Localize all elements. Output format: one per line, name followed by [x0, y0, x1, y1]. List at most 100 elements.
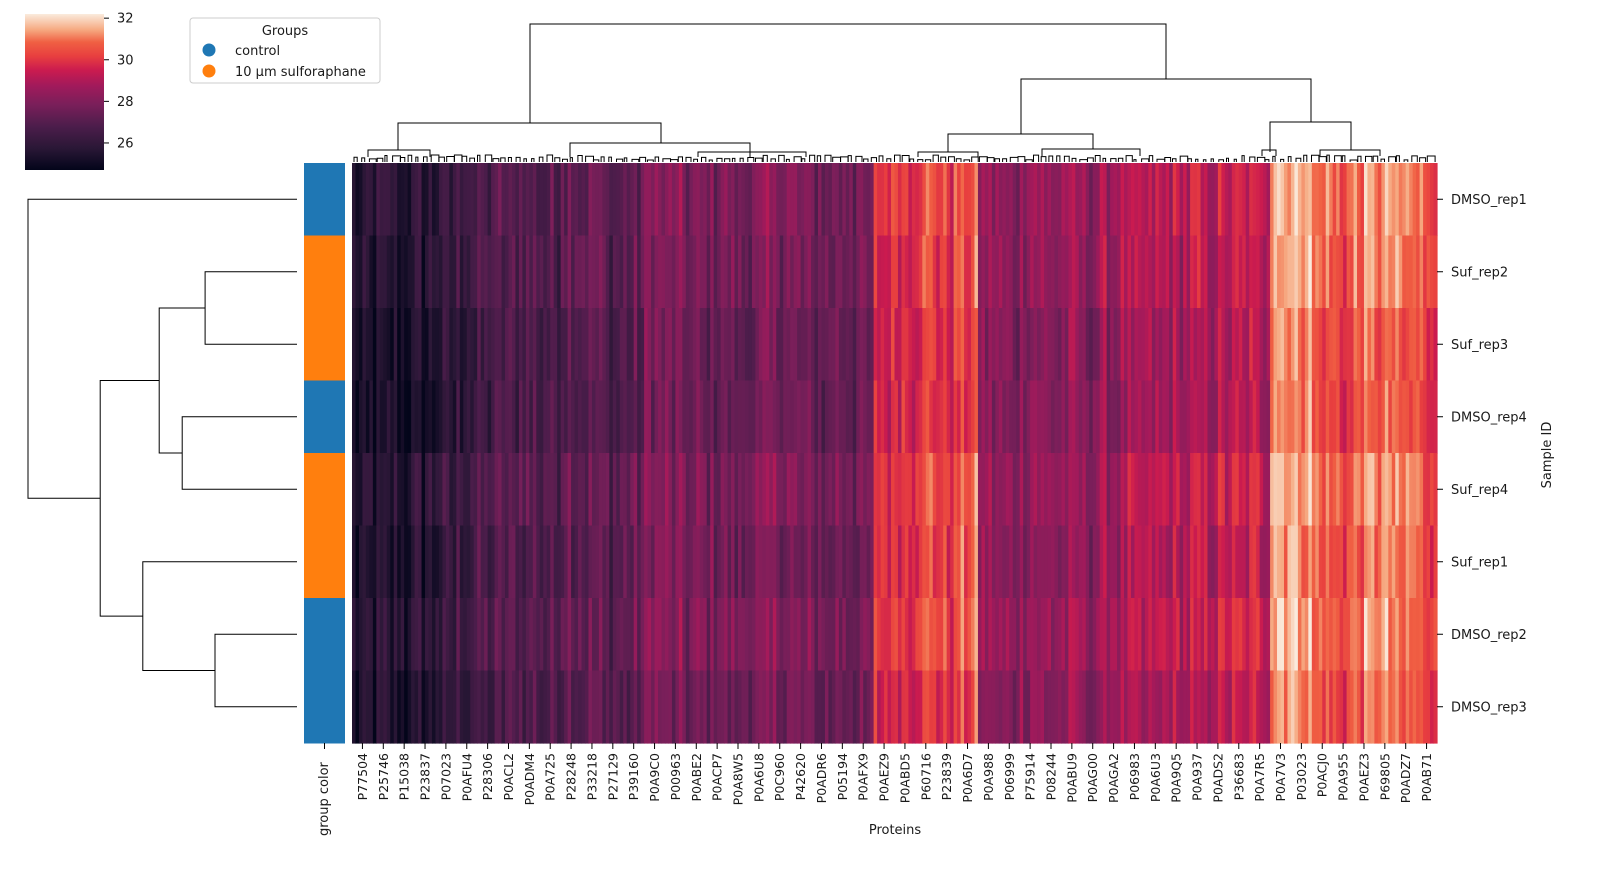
- heatmap-cell: [769, 670, 774, 744]
- heatmap-cell: [981, 163, 986, 237]
- heatmap-cell: [769, 598, 774, 672]
- heatmap-cell: [397, 453, 402, 527]
- heatmap-cell: [1207, 308, 1212, 382]
- heatmap-cell: [612, 670, 617, 744]
- heatmap-cell: [352, 235, 357, 309]
- col-dendro-leaf-link: [1195, 158, 1199, 162]
- heatmap-cell: [1395, 453, 1400, 527]
- heatmap-cell: [845, 670, 850, 744]
- heatmap-cell: [1377, 670, 1382, 744]
- heatmap-cell: [1357, 308, 1362, 382]
- col-dendro-right-b: [1269, 121, 1352, 152]
- heatmap-cell: [1419, 598, 1424, 672]
- heatmap-cell: [1141, 453, 1146, 527]
- heatmap-cell: [748, 163, 753, 237]
- heatmap-cell: [1357, 598, 1362, 672]
- heatmap-cell: [901, 163, 906, 237]
- heatmap-cell: [1019, 525, 1024, 599]
- heatmap-cell: [668, 163, 673, 237]
- heatmap-cell: [710, 308, 715, 382]
- heatmap-cell: [1297, 380, 1302, 454]
- heatmap-cell: [744, 235, 750, 309]
- heatmap-cell: [383, 308, 388, 382]
- heatmap-cell: [480, 670, 485, 744]
- heatmap-cell: [445, 380, 450, 454]
- heatmap-cell: [1409, 163, 1414, 237]
- heatmap-cell: [1409, 670, 1414, 744]
- heatmap-cell: [1360, 308, 1365, 382]
- heatmap-cell: [897, 380, 903, 454]
- heatmap-cell: [1419, 453, 1424, 527]
- heatmap-cell: [1085, 235, 1090, 309]
- heatmap-cell: [525, 453, 530, 527]
- heatmap-cell: [1037, 525, 1042, 599]
- heatmap-cell: [880, 670, 885, 744]
- heatmap-cell: [536, 380, 541, 454]
- heatmap-cell: [842, 380, 847, 454]
- heatmap-cell: [435, 163, 440, 237]
- heatmap-cell: [484, 598, 489, 672]
- heatmap-cell: [991, 670, 996, 744]
- heatmap-cell: [400, 380, 405, 454]
- heatmap-cell: [891, 235, 896, 309]
- heatmap-cell: [1360, 453, 1365, 527]
- heatmap-cell: [1290, 598, 1296, 672]
- heatmap-cell: [445, 453, 450, 527]
- col-dendro-leaf-link: [932, 154, 939, 162]
- heatmap-cell: [741, 453, 746, 527]
- heatmap-cell: [1054, 453, 1059, 527]
- heatmap-cell: [1357, 670, 1362, 744]
- heatmap-cell: [1329, 380, 1334, 454]
- heatmap-cell: [1412, 163, 1417, 237]
- heatmap-cell: [1117, 598, 1122, 672]
- heatmap-cell: [456, 163, 461, 237]
- heatmap-cell: [720, 453, 725, 527]
- heatmap-cell: [689, 380, 694, 454]
- heatmap-cell: [762, 598, 767, 672]
- heatmap-cell: [623, 453, 628, 527]
- heatmap-cell: [1433, 525, 1438, 599]
- heatmap-cell: [383, 670, 388, 744]
- x-tick-label: P0A9C0: [647, 753, 662, 802]
- heatmap-cell: [487, 453, 492, 527]
- heatmap-cell: [1308, 453, 1313, 527]
- heatmap-cell: [1047, 525, 1052, 599]
- heatmap-cell: [755, 163, 760, 237]
- heatmap-cell: [1110, 308, 1115, 382]
- heatmap-cell: [1388, 163, 1393, 237]
- heatmap-cell: [1040, 598, 1045, 672]
- heatmap-cell: [1085, 525, 1090, 599]
- heatmap-cell: [887, 308, 892, 382]
- heatmap-cell: [1384, 308, 1389, 382]
- heatmap-cell: [678, 598, 683, 672]
- heatmap: [352, 163, 1438, 744]
- heatmap-cell: [386, 670, 391, 744]
- heatmap-cell: [459, 235, 464, 309]
- heatmap-cell: [400, 163, 405, 237]
- heatmap-cell: [863, 235, 868, 309]
- x-tick-label: P15038: [397, 753, 412, 800]
- heatmap-cell: [411, 525, 416, 599]
- heatmap-cell: [623, 235, 628, 309]
- x-tick-label: P07023: [438, 753, 453, 800]
- heatmap-cell: [699, 598, 704, 672]
- heatmap-cell: [1259, 453, 1264, 527]
- heatmap-cell: [1061, 308, 1066, 382]
- heatmap-cell: [1363, 453, 1369, 527]
- legend-title: Groups: [262, 24, 309, 39]
- heatmap-cell: [1023, 308, 1028, 382]
- heatmap-cell: [828, 308, 833, 382]
- heatmap-cell: [1224, 380, 1229, 454]
- heatmap-cell: [658, 308, 663, 382]
- heatmap-cell: [1263, 163, 1268, 237]
- heatmap-cell: [1433, 380, 1438, 454]
- heatmap-cell: [487, 380, 492, 454]
- heatmap-cell: [644, 598, 649, 672]
- heatmap-cell: [828, 525, 833, 599]
- heatmap-cell: [1388, 525, 1393, 599]
- heatmap-cell: [821, 525, 826, 599]
- y-tick-label: DMSO_rep1: [1451, 193, 1527, 208]
- heatmap-cell: [786, 598, 791, 672]
- heatmap-cell: [1430, 308, 1435, 382]
- heatmap-cell: [675, 670, 680, 744]
